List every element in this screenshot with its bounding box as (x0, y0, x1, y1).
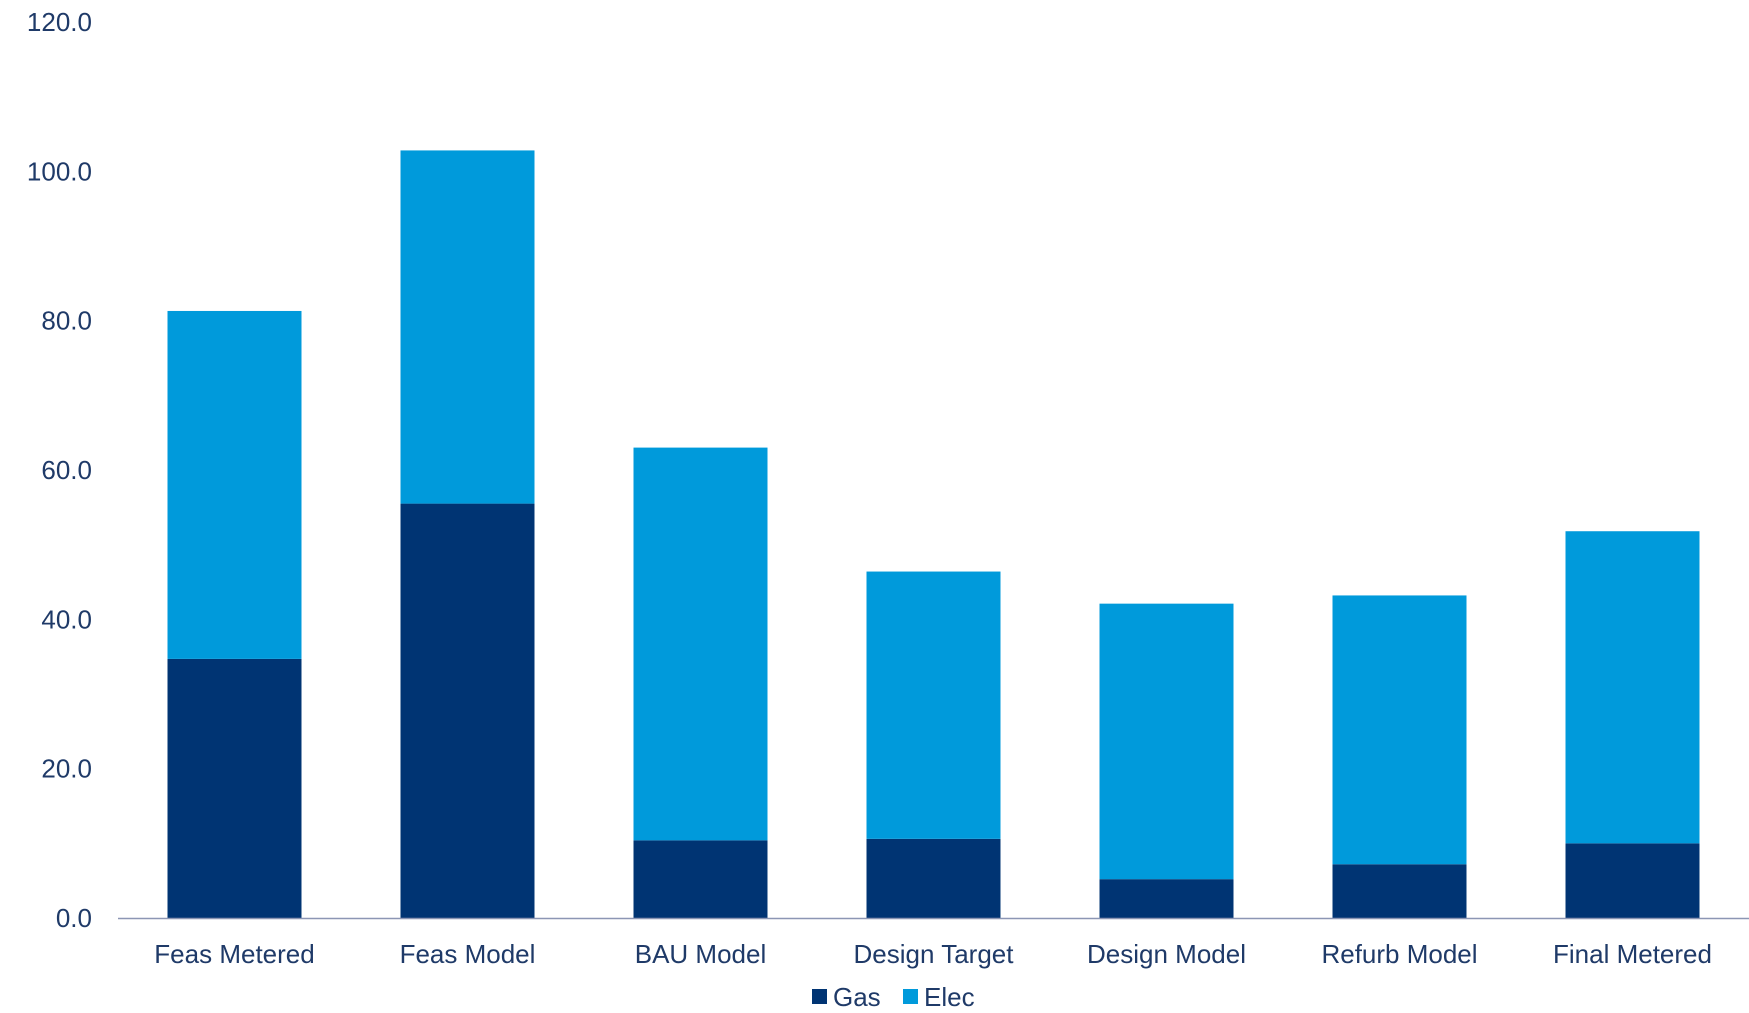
bar-elec-design-target (866, 571, 1001, 839)
bar-elec-design-model (1099, 603, 1234, 880)
bar-gas-feas-model (400, 503, 535, 918)
bar-elec-final-metered (1565, 531, 1700, 844)
legend: Gas Elec (812, 982, 975, 1012)
bar-gas-bau-model (633, 840, 768, 918)
x-tick-label: Feas Metered (154, 939, 314, 969)
y-tick-label: 80.0 (41, 306, 92, 336)
legend-swatch-gas (812, 989, 827, 1004)
bar-gas-feas-metered (167, 658, 302, 918)
x-tick-label: Refurb Model (1321, 939, 1477, 969)
y-tick-label: 40.0 (41, 604, 92, 634)
bar-elec-feas-model (400, 150, 535, 504)
bar-elec-feas-metered (167, 310, 302, 659)
x-tick-label: Feas Model (400, 939, 536, 969)
y-tick-label: 0.0 (56, 903, 92, 933)
legend-swatch-elec (903, 989, 918, 1004)
bar-series (167, 150, 1700, 918)
legend-label-gas: Gas (833, 982, 881, 1012)
bar-gas-design-model (1099, 879, 1234, 918)
bar-gas-design-target (866, 838, 1001, 918)
x-tick-label: Design Target (854, 939, 1015, 969)
bar-elec-bau-model (633, 447, 768, 841)
legend-label-elec: Elec (924, 982, 975, 1012)
x-tick-label: BAU Model (635, 939, 767, 969)
bar-gas-refurb-model (1332, 864, 1467, 918)
bar-gas-final-metered (1565, 843, 1700, 918)
x-tick-label: Design Model (1087, 939, 1246, 969)
y-tick-label: 20.0 (41, 754, 92, 784)
bar-elec-refurb-model (1332, 595, 1467, 865)
x-tick-label: Final Metered (1553, 939, 1712, 969)
y-tick-label: 60.0 (41, 455, 92, 485)
y-tick-label: 120.0 (27, 7, 92, 37)
y-axis-ticks: 0.0 20.0 40.0 60.0 80.0 100.0 120.0 (27, 7, 92, 933)
y-tick-label: 100.0 (27, 156, 92, 186)
x-axis-labels: Feas Metered Feas Model BAU Model Design Ta… (154, 939, 1712, 969)
